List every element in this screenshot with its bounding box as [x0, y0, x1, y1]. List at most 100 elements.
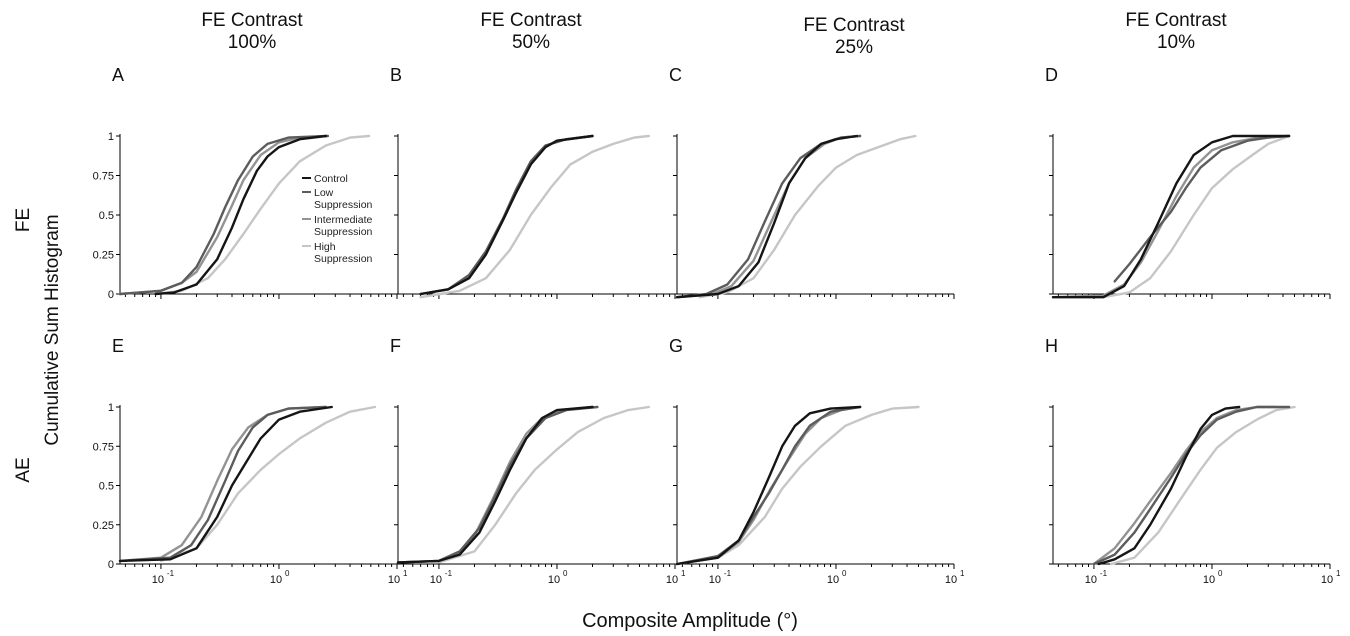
series-line-a-control: [154, 134, 328, 296]
series-line-g-control: [675, 405, 862, 566]
series-line-c-low-suppression: [675, 134, 862, 299]
legend-label-high-line2: Suppression: [314, 253, 373, 265]
x-tick-label-h-1: 10: [1203, 574, 1215, 586]
legend-label-low-line1: Low: [314, 187, 334, 199]
x-tick-exponent-g-2: 1: [960, 569, 965, 578]
x-tick-label-g-0: 10: [709, 574, 721, 586]
series-line-f-intermediate-suppression: [396, 405, 594, 564]
panel-letter-a: A: [112, 65, 124, 85]
legend-item-intermediate-suppression: Intermediate Suppression: [302, 214, 373, 238]
legend-label-low-line2: Suppression: [314, 199, 373, 211]
y-tick-label-a-4: 1: [108, 131, 114, 143]
series-line-b-control: [419, 134, 594, 296]
panel-c: C: [669, 65, 955, 299]
legend-item-high-suppression: High Suppression: [302, 241, 373, 265]
col-title-1-line2: 100%: [228, 32, 277, 53]
y-tick-label-e-4: 1: [108, 402, 114, 414]
x-tick-exponent-e-2: 1: [403, 569, 408, 578]
y-tick-label-e-0: 0: [108, 559, 114, 571]
series-line-h-high-suppression: [1110, 405, 1296, 566]
series-line-g-high-suppression: [675, 405, 920, 566]
legend-label-control: Control: [314, 173, 348, 185]
y-tick-label-a-2: 0.5: [99, 210, 114, 222]
x-tick-exponent-f-2: 1: [681, 569, 686, 578]
x-tick-label-g-1: 10: [827, 574, 839, 586]
x-tick-label-f-2: 10: [666, 574, 678, 586]
y-tick-label-a-1: 0.25: [93, 250, 114, 262]
x-tick-exponent-g-1: 0: [842, 569, 847, 578]
column-titles: FE Contrast 100% FE Contrast 50% FE Cont…: [201, 10, 1227, 58]
y-axis-label: Cumulative Sum Histogram: [42, 214, 63, 445]
legend-label-intermediate-line1: Intermediate: [314, 214, 373, 226]
col-title-2-line2: 50%: [512, 32, 550, 53]
panel-letter-e: E: [112, 336, 124, 356]
col-title-4-line1: FE Contrast: [1125, 10, 1227, 31]
panel-letter-f: F: [390, 336, 401, 356]
x-axis-label: Composite Amplitude (°): [582, 610, 798, 632]
col-title-4-line2: 10%: [1157, 32, 1195, 53]
series-line-c-high-suppression: [698, 134, 917, 299]
series-line-d-high-suppression: [1102, 134, 1291, 299]
x-tick-label-g-2: 10: [945, 574, 957, 586]
x-tick-exponent-e-1: 0: [285, 569, 290, 578]
panel-b: B: [390, 65, 676, 299]
y-tick-label-a-0: 0: [108, 289, 114, 301]
series-line-a-low-suppression: [118, 134, 330, 296]
legend-label-intermediate-line2: Suppression: [314, 226, 373, 238]
x-tick-exponent-f-1: 0: [563, 569, 568, 578]
x-tick-label-f-0: 10: [430, 574, 442, 586]
series-line-h-control: [1097, 405, 1241, 566]
series-line-h-low-suppression: [1092, 405, 1291, 566]
col-title-1-line1: FE Contrast: [201, 10, 303, 31]
x-tick-label-h-2: 10: [1321, 574, 1333, 586]
y-tick-label-e-2: 0.5: [99, 481, 114, 493]
series-line-c-intermediate-suppression: [675, 134, 862, 299]
series-line-f-high-suppression: [437, 405, 650, 564]
panel-letter-d: D: [1045, 65, 1058, 85]
legend: Control Low Suppression Intermediate Sup…: [302, 173, 373, 265]
row-label-ae: AE: [13, 457, 34, 482]
panel-a: A 0 0.25 0.5 0.75 1: [93, 65, 398, 301]
series-line-e-low-suppression: [118, 405, 328, 563]
x-tick-label-e-2: 10: [388, 574, 400, 586]
x-tick-exponent-h-2: 1: [1336, 569, 1341, 578]
series-line-f-low-suppression: [396, 405, 599, 564]
x-tick-exponent-f-0: -1: [445, 569, 453, 578]
series-line-d-intermediate-suppression: [1051, 134, 1291, 299]
y-tick-label-e-1: 0.25: [93, 520, 114, 532]
series-line-g-intermediate-suppression: [675, 405, 862, 566]
series-line-h-intermediate-suppression: [1092, 405, 1278, 566]
y-tick-label-a-3: 0.75: [93, 171, 114, 183]
x-tick-exponent-h-1: 0: [1218, 569, 1223, 578]
series-line-e-high-suppression: [159, 405, 377, 563]
col-title-2-line1: FE Contrast: [480, 10, 582, 31]
series-line-b-high-suppression: [419, 134, 650, 299]
x-tick-exponent-h-0: -1: [1100, 569, 1108, 578]
legend-label-high-line1: High: [314, 241, 336, 253]
panel-letter-g: G: [669, 336, 683, 356]
col-title-3-line1: FE Contrast: [803, 15, 905, 36]
x-tick-exponent-g-0: -1: [724, 569, 732, 578]
series-line-d-low-suppression: [1113, 134, 1291, 283]
legend-item-control: Control: [302, 173, 348, 185]
series-line-e-control: [118, 405, 333, 563]
y-tick-label-e-3: 0.75: [93, 441, 114, 453]
series-line-f-control: [396, 405, 594, 564]
series-line-c-control: [675, 134, 858, 299]
x-tick-label-h-0: 10: [1085, 574, 1097, 586]
series-line-g-low-suppression: [675, 405, 862, 566]
col-title-3-line2: 25%: [835, 37, 873, 58]
x-tick-label-f-1: 10: [548, 574, 560, 586]
x-tick-label-e-1: 10: [270, 574, 282, 586]
panel-letter-h: H: [1045, 336, 1058, 356]
panel-d: D: [1045, 65, 1331, 299]
x-tick-label-e-0: 10: [152, 574, 164, 586]
series-line-d-control: [1051, 134, 1291, 299]
panel-letter-c: C: [669, 65, 682, 85]
